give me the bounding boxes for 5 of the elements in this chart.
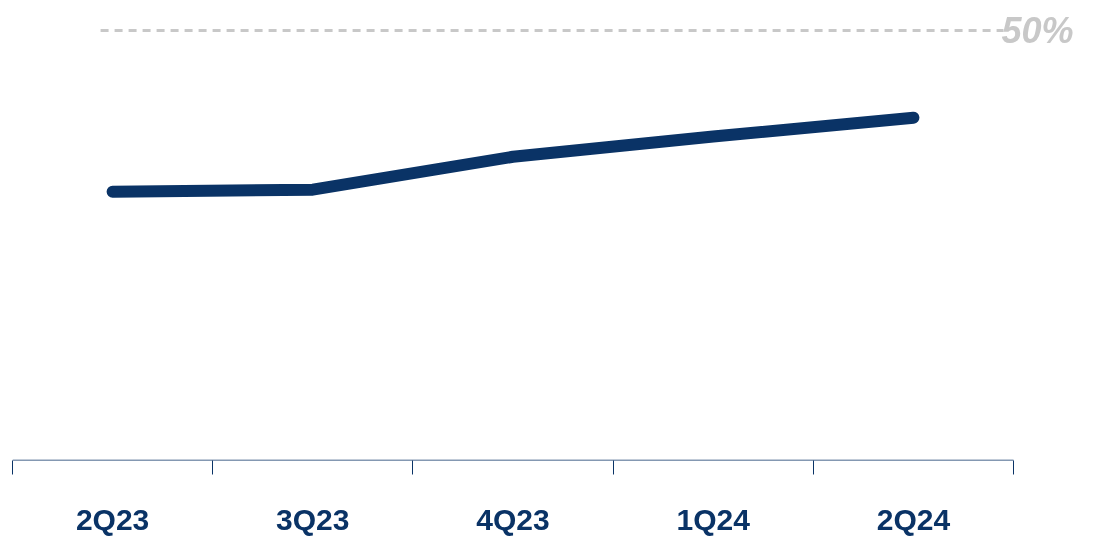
x-tick-label: 2Q24 xyxy=(876,502,951,536)
x-tick-label: 4Q23 xyxy=(476,502,550,536)
x-tick-label: 1Q24 xyxy=(676,502,751,536)
x-tick-label: 2Q23 xyxy=(75,502,150,536)
x-tick-label: 3Q23 xyxy=(276,502,350,536)
